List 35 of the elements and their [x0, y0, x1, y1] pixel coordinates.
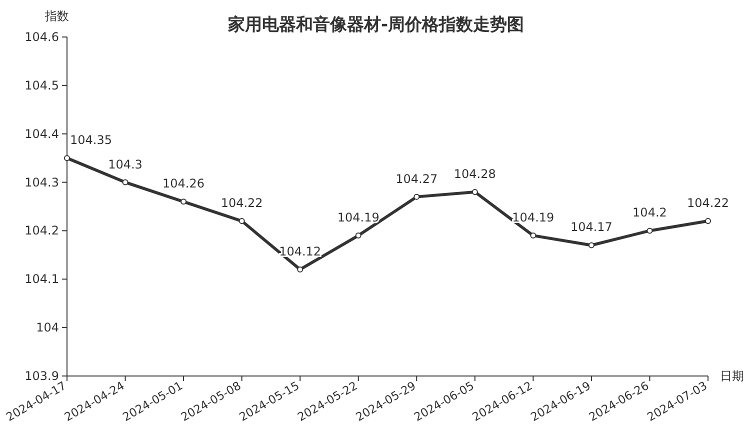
y-tick-label: 104.3	[24, 175, 59, 190]
y-tick-label: 104.4	[24, 126, 59, 141]
data-label: 104.19	[512, 210, 554, 225]
chart-title: 家用电器和音像器材-周价格指数走势图	[226, 15, 524, 35]
data-label: 104.22	[220, 196, 263, 210]
point	[705, 218, 711, 224]
point	[588, 242, 594, 248]
point	[180, 198, 187, 205]
data-label: 104.26	[162, 176, 205, 191]
data-label: 104.27	[396, 172, 438, 186]
x-axis-title: 日期	[720, 369, 744, 383]
point	[646, 228, 653, 234]
point	[122, 179, 128, 186]
data-label: 104.17	[570, 220, 612, 234]
y-tick-label: 103.9	[24, 369, 59, 383]
point	[297, 266, 304, 272]
y-tick-label: 104.2	[24, 224, 59, 238]
point	[472, 188, 478, 195]
data-label: 104.19	[337, 210, 380, 225]
data-label: 104.3	[108, 157, 142, 172]
point	[414, 194, 420, 200]
y-tick-label: 104	[36, 320, 59, 335]
data-label: 104.28	[454, 166, 496, 181]
data-label: 104.35	[70, 133, 112, 148]
data-label: 104.22	[687, 196, 729, 210]
point	[530, 232, 536, 239]
point	[238, 218, 245, 224]
y-tick-label: 104.6	[24, 30, 59, 44]
data-label: 104.2	[632, 206, 667, 220]
data-label: 104.12	[279, 244, 322, 258]
point	[64, 155, 70, 162]
y-tick-label: 104.5	[24, 78, 59, 92]
point	[355, 232, 362, 239]
y-tick-label: 104.1	[24, 272, 59, 286]
y-axis-title: 指数	[44, 9, 69, 23]
